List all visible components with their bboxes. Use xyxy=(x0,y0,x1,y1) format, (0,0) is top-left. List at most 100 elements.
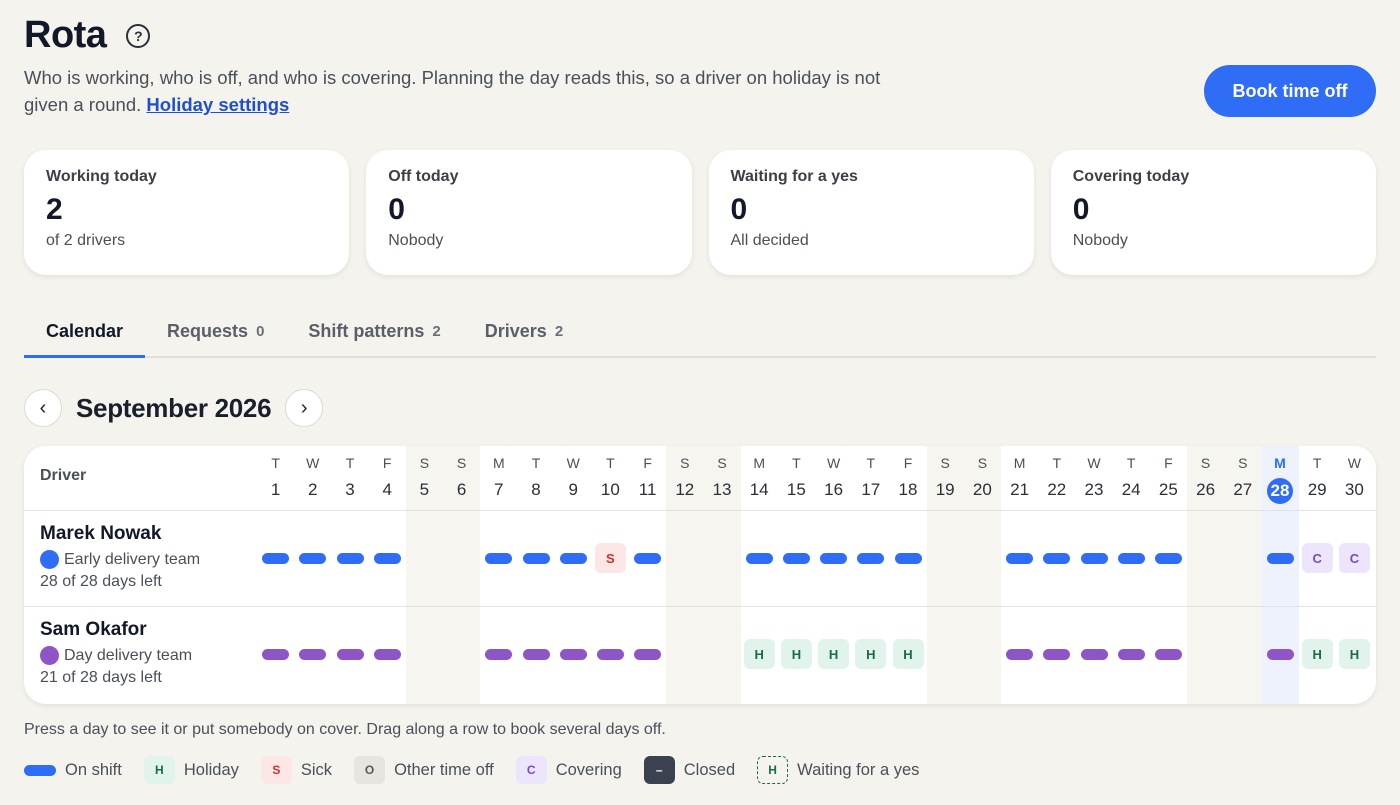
day-header[interactable]: T 24 xyxy=(1113,454,1150,502)
shift-marker[interactable] xyxy=(299,648,327,660)
day-letter: T xyxy=(271,455,280,471)
tab-calendar[interactable]: Calendar xyxy=(24,306,146,358)
shift-marker[interactable] xyxy=(745,552,773,564)
holiday-badge[interactable]: H xyxy=(743,639,775,669)
weekend-column xyxy=(1187,446,1225,704)
stat-value: 0 xyxy=(730,193,748,226)
shift-marker[interactable] xyxy=(1043,648,1071,660)
day-header[interactable]: S 20 xyxy=(964,454,1001,502)
shift-marker[interactable] xyxy=(1117,648,1145,660)
tab-count: 2 xyxy=(554,322,564,340)
book-time-off-button[interactable]: Book time off xyxy=(1204,65,1376,117)
shift-marker[interactable] xyxy=(820,552,848,564)
day-header[interactable]: S 19 xyxy=(927,454,964,502)
day-header[interactable]: F 25 xyxy=(1150,454,1187,502)
month-title: September 2026 xyxy=(76,392,272,423)
chevron-right-icon[interactable]: › xyxy=(285,389,324,427)
weekend-column xyxy=(926,446,964,704)
holiday-badge[interactable]: H xyxy=(1301,639,1333,669)
day-header[interactable]: F 18 xyxy=(889,454,926,502)
day-header[interactable]: T 15 xyxy=(778,454,815,502)
day-header[interactable]: T 22 xyxy=(1038,454,1075,502)
day-header[interactable]: T 10 xyxy=(592,454,629,502)
shift-marker[interactable] xyxy=(336,648,364,660)
holiday-badge[interactable]: H xyxy=(892,639,924,669)
team-dot-icon xyxy=(40,646,59,665)
driver-info[interactable]: Marek Nowak Early delivery team 28 of 28 d… xyxy=(40,523,200,591)
shift-marker[interactable] xyxy=(1006,648,1034,660)
shift-marker[interactable] xyxy=(1117,552,1145,564)
shift-marker[interactable] xyxy=(857,552,885,564)
day-header[interactable]: W 23 xyxy=(1075,454,1112,502)
chevron-left-icon[interactable]: ‹ xyxy=(24,389,62,427)
shift-marker[interactable] xyxy=(1154,552,1182,564)
weekend-column xyxy=(703,446,741,704)
driver-days-left: 21 of 28 days left xyxy=(40,669,162,686)
day-header[interactable]: W 30 xyxy=(1336,454,1373,502)
shift-marker[interactable] xyxy=(336,552,364,564)
covering-badge[interactable]: C xyxy=(1301,543,1333,573)
holiday-badge[interactable]: H xyxy=(780,639,812,669)
tab-count: 2 xyxy=(432,322,441,340)
shift-marker[interactable] xyxy=(596,648,624,660)
shift-marker[interactable] xyxy=(262,552,290,564)
shift-marker[interactable] xyxy=(559,648,587,660)
shift-marker[interactable] xyxy=(299,552,327,564)
day-number-text: 13 xyxy=(712,480,732,499)
question-circle-icon[interactable]: ? xyxy=(126,23,151,48)
shift-marker[interactable] xyxy=(522,648,550,660)
day-header[interactable]: M 28 xyxy=(1261,454,1298,504)
shift-marker[interactable] xyxy=(373,552,401,564)
shift-marker[interactable] xyxy=(782,552,810,564)
day-number: 14 xyxy=(741,478,778,502)
day-header[interactable]: F 11 xyxy=(629,454,666,502)
holiday-badge[interactable]: H xyxy=(818,639,850,669)
day-header[interactable]: W 16 xyxy=(815,454,852,502)
tab-drivers[interactable]: Drivers 2 xyxy=(463,306,585,356)
tab-requests[interactable]: Requests 0 xyxy=(145,306,286,356)
shift-marker[interactable] xyxy=(1266,648,1294,660)
shift-marker[interactable] xyxy=(485,552,513,564)
shift-marker[interactable] xyxy=(1043,552,1071,564)
sick-badge[interactable]: S xyxy=(594,543,626,573)
shift-marker[interactable] xyxy=(522,552,550,564)
shift-marker[interactable] xyxy=(1266,552,1294,564)
shift-marker[interactable] xyxy=(1006,552,1034,564)
shift-marker[interactable] xyxy=(634,552,662,564)
day-header[interactable]: S 26 xyxy=(1187,454,1224,502)
holiday-settings-link[interactable]: Holiday settings xyxy=(146,94,290,115)
day-header[interactable]: S 12 xyxy=(666,454,703,502)
shift-marker[interactable] xyxy=(1080,552,1108,564)
day-header[interactable]: T 29 xyxy=(1299,454,1336,502)
day-header[interactable]: S 13 xyxy=(703,454,740,502)
shift-marker[interactable] xyxy=(559,552,587,564)
day-header[interactable]: T 17 xyxy=(852,454,889,502)
shift-marker[interactable] xyxy=(1154,648,1182,660)
tab-shift-patterns[interactable]: Shift patterns 2 xyxy=(286,306,462,356)
driver-info[interactable]: Sam Okafor Day delivery team 21 of 28 days… xyxy=(40,619,192,687)
shift-marker[interactable] xyxy=(262,648,290,660)
driver-team: Early delivery team xyxy=(40,550,200,569)
legend-label: Holiday xyxy=(183,760,239,779)
covering-badge[interactable]: C xyxy=(1338,543,1370,573)
day-header[interactable]: M 14 xyxy=(741,454,778,502)
shift-marker[interactable] xyxy=(894,552,922,564)
shift-marker[interactable] xyxy=(485,648,513,660)
shift-marker[interactable] xyxy=(634,648,662,660)
day-header[interactable]: S 27 xyxy=(1224,454,1261,502)
holiday-badge[interactable]: H xyxy=(1338,639,1370,669)
day-header[interactable]: M 21 xyxy=(1001,454,1038,502)
legend-label: Closed xyxy=(683,760,736,779)
shift-marker[interactable] xyxy=(1080,648,1108,660)
shift-marker[interactable] xyxy=(373,648,401,660)
holiday-badge[interactable]: H xyxy=(855,639,887,669)
